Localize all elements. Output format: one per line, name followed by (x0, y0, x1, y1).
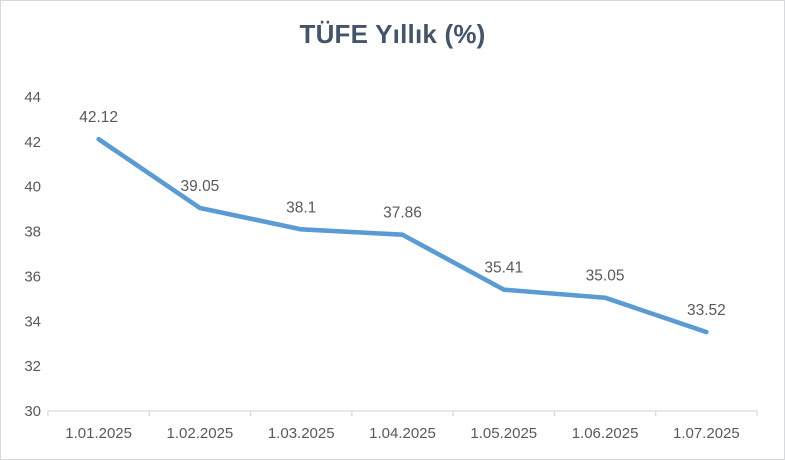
y-axis-tick-label: 34 (24, 313, 41, 330)
data-label: 37.86 (383, 205, 422, 222)
x-axis-category-label: 1.03.2025 (268, 425, 335, 442)
y-axis-tick-label: 40 (24, 179, 41, 196)
y-axis-tick-label: 38 (24, 224, 41, 241)
x-axis-category-label: 1.05.2025 (470, 425, 537, 442)
data-label: 38.1 (286, 199, 316, 216)
data-label: 33.52 (687, 302, 726, 319)
data-label: 42.12 (79, 109, 118, 126)
x-axis-category-label: 1.07.2025 (673, 425, 740, 442)
x-axis-category-label: 1.01.2025 (65, 425, 132, 442)
data-label: 35.05 (586, 268, 625, 285)
chart-title: TÜFE Yıllık (%) (299, 19, 486, 49)
y-axis-tick-label: 44 (24, 89, 41, 106)
x-axis-category-label: 1.02.2025 (167, 425, 234, 442)
series-line (96, 136, 709, 335)
y-axis-tick-label: 42 (24, 134, 41, 151)
data-label: 35.41 (484, 260, 523, 277)
y-axis-tick-label: 30 (24, 403, 41, 420)
data-label: 39.05 (181, 178, 220, 195)
y-axis-tick-label: 36 (24, 268, 41, 285)
y-axis-tick-label: 32 (24, 358, 41, 375)
x-axis-category-label: 1.06.2025 (572, 425, 639, 442)
x-axis-category-label: 1.04.2025 (369, 425, 436, 442)
